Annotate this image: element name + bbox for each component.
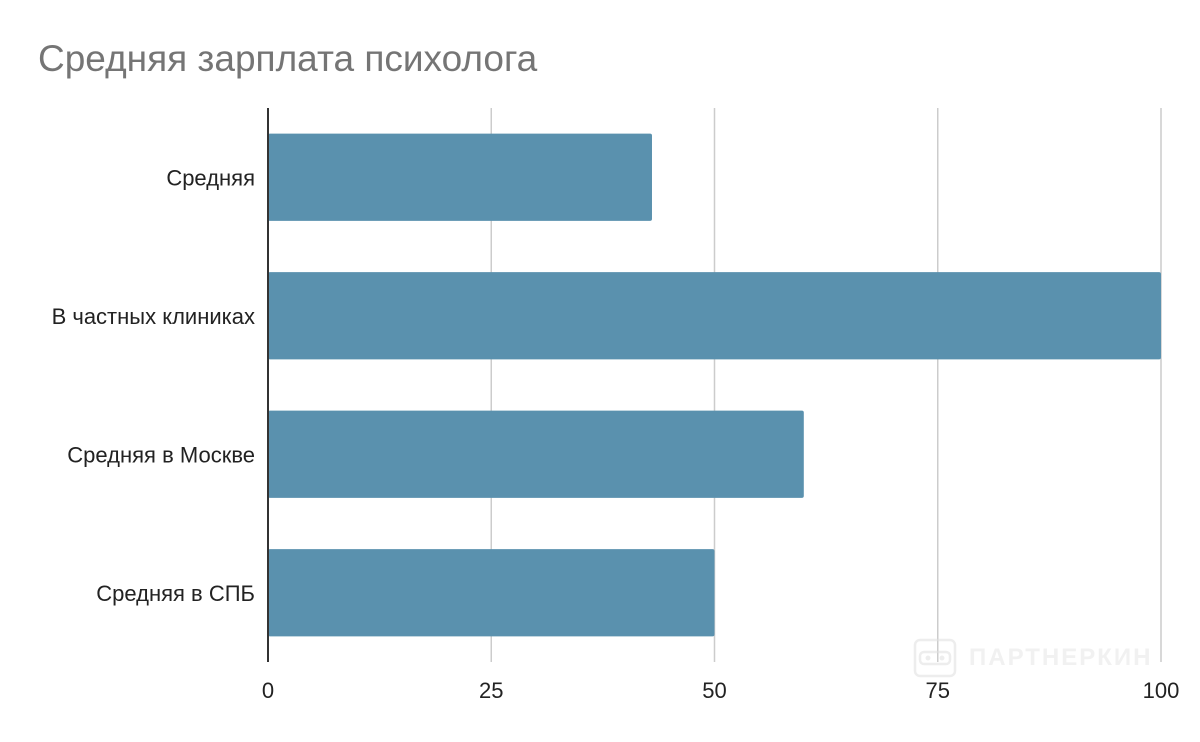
bar xyxy=(268,549,715,637)
category-label: Средняя в СПБ xyxy=(96,581,255,606)
x-tick-label: 50 xyxy=(702,678,726,703)
bar xyxy=(268,272,1161,360)
vr-goggles-icon xyxy=(913,638,957,678)
bars xyxy=(268,133,1161,637)
category-label: Средняя в Москве xyxy=(67,442,255,467)
x-tick-label: 75 xyxy=(926,678,950,703)
chart-title: Средняя зарплата психолога xyxy=(38,38,538,79)
watermark-text: ПАРТНЕРКИН xyxy=(969,644,1153,671)
x-tick-label: 0 xyxy=(262,678,274,703)
category-label: Средняя xyxy=(166,165,255,190)
watermark: ПАРТНЕРКИН xyxy=(913,638,1153,678)
bar xyxy=(268,133,652,221)
category-label: В частных клиниках xyxy=(52,304,255,329)
bar xyxy=(268,410,804,498)
labels: 0 25 50 75 100 Средняя В частных клиниках Средн… xyxy=(52,165,1180,703)
x-tick-label: 100 xyxy=(1143,678,1180,703)
x-tick-label: 25 xyxy=(479,678,503,703)
